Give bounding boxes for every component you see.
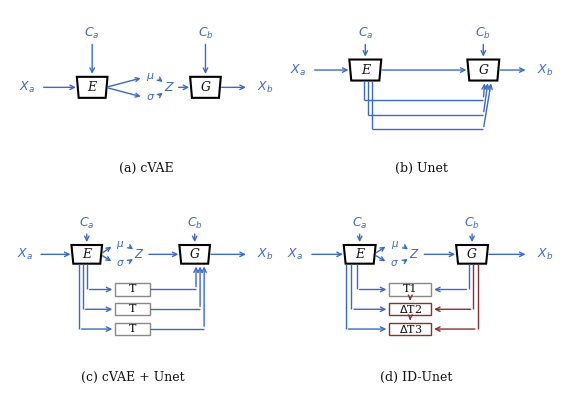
Text: $C_a$: $C_a$ — [84, 26, 100, 40]
Polygon shape — [456, 245, 488, 264]
Text: E: E — [82, 248, 92, 261]
Text: G: G — [190, 248, 200, 261]
Text: (a) cVAE: (a) cVAE — [119, 162, 174, 176]
Text: $Z$: $Z$ — [164, 81, 175, 94]
Text: $X_b$: $X_b$ — [257, 80, 273, 95]
Text: $X_a$: $X_a$ — [290, 63, 306, 77]
Text: $Z$: $Z$ — [134, 248, 144, 261]
Text: $\sigma$: $\sigma$ — [391, 258, 399, 268]
Text: $\sigma$: $\sigma$ — [146, 92, 155, 102]
Polygon shape — [71, 245, 102, 264]
Text: G: G — [467, 248, 477, 261]
Text: $\mu$: $\mu$ — [391, 239, 399, 251]
Polygon shape — [468, 60, 499, 81]
FancyBboxPatch shape — [389, 283, 432, 295]
FancyBboxPatch shape — [115, 283, 150, 295]
Text: $\sigma$: $\sigma$ — [116, 258, 125, 268]
Polygon shape — [344, 245, 375, 264]
Text: (c) cVAE + Unet: (c) cVAE + Unet — [81, 371, 184, 384]
Text: $\Delta$T3: $\Delta$T3 — [398, 323, 422, 335]
Text: $\mu$: $\mu$ — [116, 239, 125, 251]
Text: G: G — [201, 81, 210, 94]
Text: T: T — [129, 304, 137, 314]
Text: $X_b$: $X_b$ — [257, 247, 273, 262]
Text: $X_a$: $X_a$ — [17, 247, 33, 262]
Text: $\Delta$T2: $\Delta$T2 — [399, 303, 422, 315]
FancyBboxPatch shape — [115, 303, 150, 315]
Polygon shape — [350, 60, 381, 81]
Polygon shape — [179, 245, 210, 264]
Text: E: E — [361, 63, 370, 77]
Text: $X_a$: $X_a$ — [20, 80, 35, 95]
Text: $C_b$: $C_b$ — [475, 26, 491, 40]
Text: $Z$: $Z$ — [409, 248, 420, 261]
Polygon shape — [77, 77, 107, 98]
Text: $X_a$: $X_a$ — [287, 247, 303, 262]
Text: $C_a$: $C_a$ — [352, 216, 368, 231]
Text: G: G — [478, 63, 488, 77]
FancyBboxPatch shape — [389, 303, 432, 315]
Text: (d) ID-Unet: (d) ID-Unet — [380, 371, 452, 384]
Polygon shape — [190, 77, 221, 98]
Text: (b) Unet: (b) Unet — [395, 162, 448, 176]
Text: E: E — [88, 81, 97, 94]
FancyBboxPatch shape — [115, 323, 150, 335]
Text: $X_b$: $X_b$ — [537, 247, 553, 262]
Text: $C_a$: $C_a$ — [79, 216, 94, 231]
Text: $C_b$: $C_b$ — [197, 26, 214, 40]
Text: $C_a$: $C_a$ — [357, 26, 373, 40]
Text: $C_b$: $C_b$ — [464, 216, 480, 231]
Text: T: T — [129, 285, 137, 295]
Text: $\mu$: $\mu$ — [146, 71, 155, 84]
FancyBboxPatch shape — [389, 323, 432, 335]
Text: $X_b$: $X_b$ — [537, 63, 553, 77]
Text: T: T — [129, 324, 137, 334]
Text: T1: T1 — [403, 285, 418, 295]
Text: $C_b$: $C_b$ — [187, 216, 203, 231]
Text: E: E — [355, 248, 364, 261]
